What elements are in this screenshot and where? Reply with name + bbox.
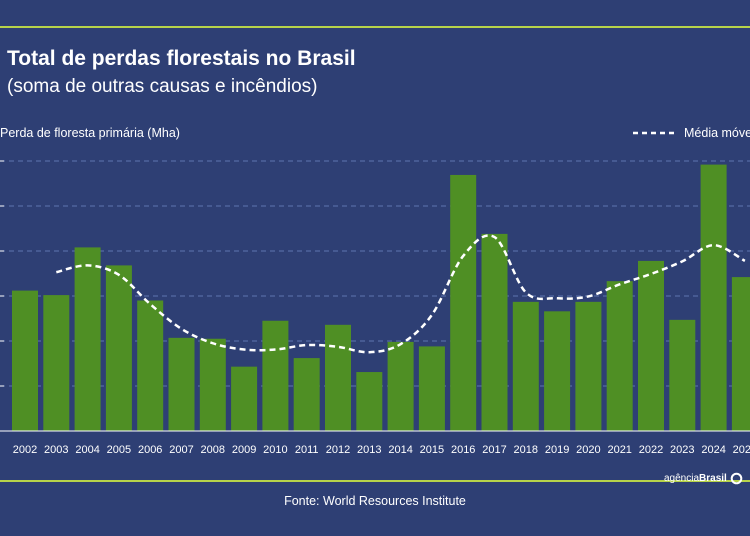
agencia-brasil-logo: agência Brasil [664,472,743,485]
x-tick-label: 2024 [701,444,725,456]
x-tick-label: 2010 [263,444,287,456]
bar [168,337,195,431]
x-tick-label: 2017 [482,444,506,456]
bar [731,277,750,431]
bar [325,324,351,431]
x-tick-label: 2012 [326,444,350,456]
top-rule [0,26,750,28]
bar [606,281,633,431]
bar [481,233,508,431]
bar [700,164,727,431]
x-tick-label: 2014 [388,444,412,456]
bottom-rule [0,480,750,482]
bar [544,311,571,431]
legend-label-moving-average: Média móvel [684,126,750,140]
bar [43,295,70,431]
logo-brand: Brasil [699,473,727,484]
bar [199,338,226,431]
logo-prefix: agência [664,473,700,484]
bar [356,372,383,431]
x-tick-label: 2022 [639,444,663,456]
x-tick-label: 2008 [201,444,225,456]
x-tick-label: 2016 [451,444,475,456]
y-axis-label: Perda de floresta primária (Mha) [0,126,180,140]
x-tick-label: 2018 [514,444,538,456]
x-tick-label: 2003 [44,444,68,456]
x-tick-label: 2021 [607,444,631,456]
x-tick-label: 2006 [138,444,162,456]
x-tick-label: 2002 [13,444,37,456]
bar [74,247,101,431]
x-tick-label: 2015 [420,444,444,456]
bar [105,265,132,431]
source-note: Fonte: World Resources Institute [284,494,466,508]
bar [137,300,164,431]
bar [231,366,258,431]
legend-dashed-line-icon [633,131,677,135]
x-tick-label: 2007 [169,444,193,456]
bar [418,346,445,431]
x-tick-label: 2025 [733,444,750,456]
bar [450,174,477,431]
bar [512,301,539,431]
bar [293,358,320,431]
x-tick-label: 2019 [545,444,569,456]
x-tick-label: 2005 [107,444,131,456]
bar [575,301,602,431]
x-tick-label: 2023 [670,444,694,456]
bar [387,341,414,431]
x-tick-label: 2020 [576,444,600,456]
legend: Média móvel [632,126,750,140]
logo-mark-icon [730,472,743,485]
chart-subtitle: (soma de outras causas e incêndios) [7,76,318,97]
moving-average-line [55,234,746,354]
x-tick-label: 2009 [232,444,256,456]
chart-title: Total de perdas florestais no Brasil [7,47,356,70]
x-tick-label: 2013 [357,444,381,456]
bar [669,319,696,431]
bar [262,320,289,431]
x-tick-label: 2004 [75,444,99,456]
x-tick-label: 2011 [295,444,319,456]
bar [12,290,38,431]
bar [638,260,664,431]
bar-chart: 2002 2003 2004 2005 2006 2007 2008 2009 2010 2011… [0,160,750,456]
